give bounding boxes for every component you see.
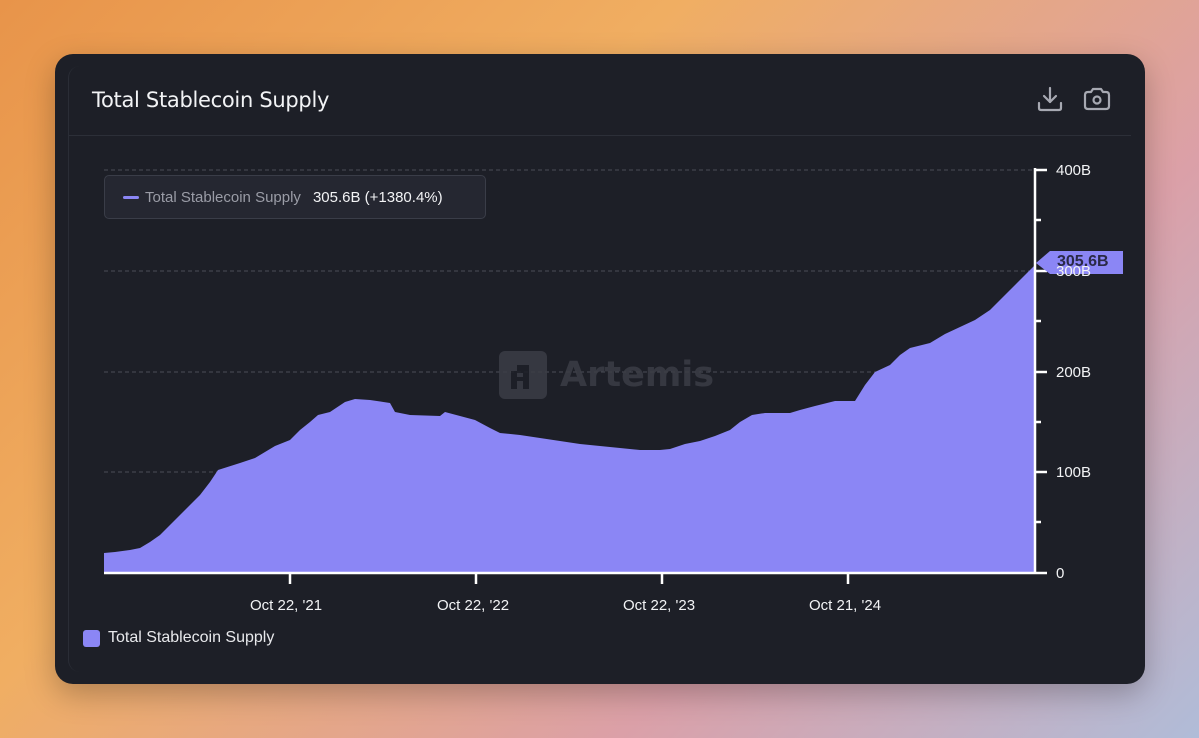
watermark-text: Artemis (560, 355, 715, 395)
area-chart[interactable] (55, 54, 1145, 684)
artemis-watermark: Artemis (499, 351, 714, 399)
x-tick-label: Oct 21, '24 (809, 597, 882, 614)
y-tick-300: 300B (1056, 263, 1092, 280)
x-tick-label: Oct 22, '23 (623, 597, 696, 614)
series-line-swatch (123, 195, 139, 199)
header-divider (69, 135, 1131, 136)
artemis-logo-icon (499, 351, 547, 399)
screenshot-button[interactable] (1082, 84, 1112, 114)
x-axis (104, 571, 1035, 584)
y-tick-100: 100B (1056, 464, 1092, 481)
card-inner (68, 66, 1132, 672)
y-tick-0: 0 (1056, 565, 1065, 582)
download-icon (1037, 86, 1063, 112)
x-tick-label: Oct 22, '22 (437, 597, 510, 614)
x-tick-label: Oct 22, '21 (250, 597, 323, 614)
current-value-badge-text: 305.6B (1057, 253, 1109, 270)
tooltip-value: 305.6B (+1380.4%) (312, 188, 443, 206)
legend-color-swatch (83, 629, 100, 647)
tooltip-series-label: Total Stablecoin Supply (145, 188, 301, 206)
y-tick-400: 400B (1056, 162, 1092, 179)
current-value-badge (1036, 251, 1123, 274)
hover-tooltip: Total Stablecoin Supply 305.6B (+1380.4%… (104, 175, 486, 219)
legend-label: Total Stablecoin Supply (108, 629, 275, 646)
chart-card: Total Stablecoin Supply (55, 54, 1145, 684)
download-button[interactable] (1035, 84, 1065, 114)
y-axis (1033, 168, 1047, 575)
chart-title: Total Stablecoin Supply (92, 88, 330, 112)
supply-area (104, 266, 1034, 573)
camera-icon (1083, 87, 1111, 111)
y-tick-200: 200B (1056, 364, 1092, 381)
legend-item-total-stablecoin-supply[interactable]: Total Stablecoin Supply (83, 629, 274, 647)
